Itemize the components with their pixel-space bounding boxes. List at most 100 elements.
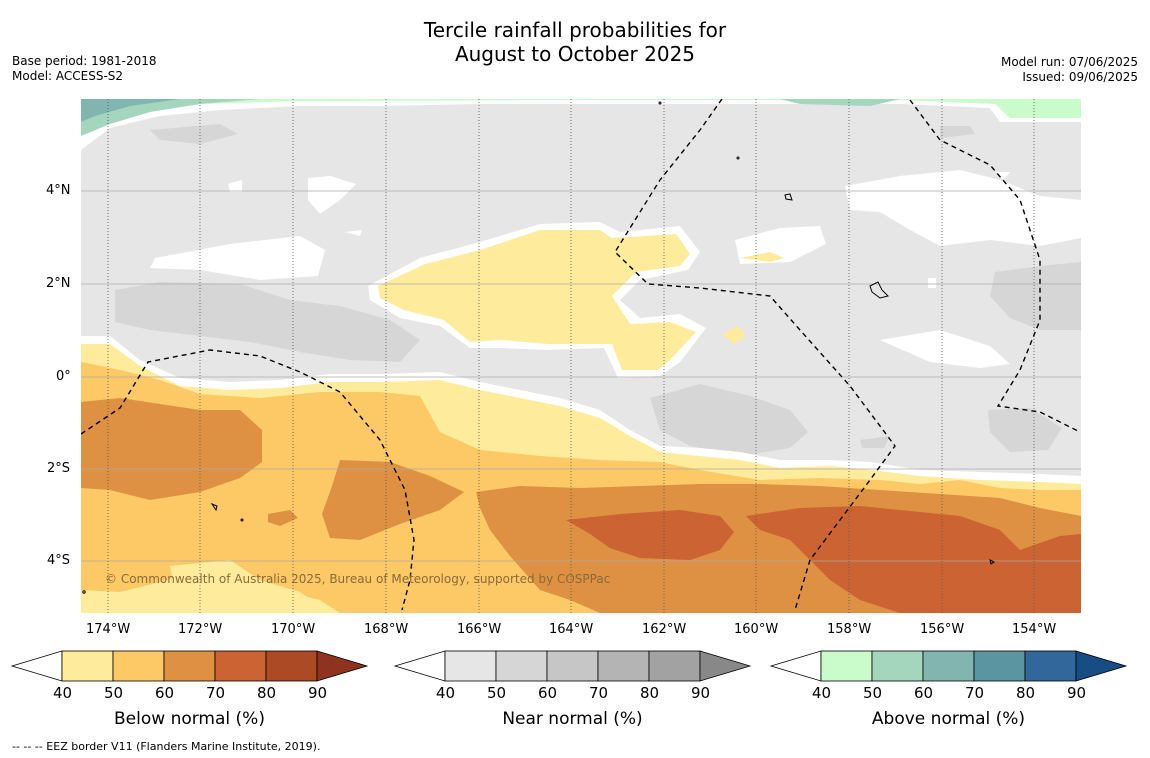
near-normal-50-60-area bbox=[990, 262, 1081, 330]
lat-label: 2°N bbox=[46, 276, 71, 291]
colorbar-tick: 40 bbox=[53, 684, 73, 702]
white-blob bbox=[345, 230, 362, 236]
colorbar-swatch bbox=[648, 650, 701, 682]
near-normal-50-60-area bbox=[860, 436, 890, 448]
colorbar-tick: 50 bbox=[104, 684, 124, 702]
colorbar-swatch bbox=[163, 650, 216, 682]
white-blob bbox=[308, 176, 356, 214]
colorbar-swatch bbox=[597, 650, 650, 682]
white-blob bbox=[150, 236, 325, 280]
colorbar-swatch bbox=[699, 650, 752, 682]
lon-label: 160°W bbox=[734, 622, 779, 637]
lon-label: 172°W bbox=[178, 622, 223, 637]
colorbar-tick: 50 bbox=[863, 684, 883, 702]
white-blob bbox=[996, 172, 1010, 180]
map-title: Tercile rainfall probabilities for Augus… bbox=[0, 18, 1150, 66]
graticule bbox=[81, 99, 1081, 613]
colorbar-swatch bbox=[1075, 650, 1128, 682]
below-normal-60-70-area bbox=[322, 460, 464, 540]
colorbar-tick: 40 bbox=[812, 684, 832, 702]
below-normal-40-50-area bbox=[722, 326, 746, 344]
colorbar-tick: 80 bbox=[640, 684, 660, 702]
above-normal-60-70-area bbox=[81, 99, 180, 122]
island-outline bbox=[736, 156, 740, 160]
below-normal-60-70-area bbox=[268, 510, 298, 526]
title-line-1: Tercile rainfall probabilities for bbox=[423, 18, 727, 42]
meta-right: Model run: 07/06/2025 Issued: 09/06/2025 bbox=[1001, 55, 1138, 85]
colorbar-tick: 70 bbox=[206, 684, 226, 702]
island-outline bbox=[658, 101, 662, 105]
colorbar-swatch bbox=[444, 650, 497, 682]
lon-label: 162°W bbox=[642, 622, 687, 637]
colorbar-tick: 90 bbox=[308, 684, 328, 702]
colorbar-title: Near normal (%) bbox=[502, 709, 643, 729]
colorbar-swatch bbox=[316, 650, 369, 682]
lon-label: 158°W bbox=[827, 622, 872, 637]
island-outline bbox=[869, 281, 889, 299]
colorbar-swatch bbox=[61, 650, 114, 682]
island-outline bbox=[240, 518, 244, 522]
colorbar-swatch bbox=[546, 650, 599, 682]
island-outline bbox=[784, 193, 793, 201]
colorbar-tick: 60 bbox=[914, 684, 934, 702]
lon-label: 174°W bbox=[86, 622, 131, 637]
below-normal-40-50-area bbox=[378, 230, 696, 370]
probability-field bbox=[81, 99, 1081, 613]
colorbar-swatch bbox=[871, 650, 924, 682]
lon-label: 164°W bbox=[549, 622, 594, 637]
colorbar-swatch bbox=[10, 650, 63, 682]
base-period: Base period: 1981-2018 bbox=[12, 54, 157, 68]
above-normal-50-60-area bbox=[81, 99, 260, 136]
lon-label: 170°W bbox=[271, 622, 316, 637]
colorbar-tick: 80 bbox=[257, 684, 277, 702]
white-blob bbox=[228, 180, 242, 192]
colorbar-swatch bbox=[214, 650, 267, 682]
colorbar-title: Above normal (%) bbox=[871, 709, 1026, 729]
colorbar-below-normal bbox=[10, 650, 369, 682]
meta-left: Base period: 1981-2018 Model: ACCESS-S2 bbox=[12, 54, 157, 84]
colorbar-tick: 90 bbox=[1067, 684, 1087, 702]
colorbar-tick: 50 bbox=[487, 684, 507, 702]
colorbar-above-normal bbox=[769, 650, 1128, 682]
lat-label: 2°S bbox=[47, 461, 71, 476]
colorbar-tick: 80 bbox=[1016, 684, 1036, 702]
issued-date: Issued: 09/06/2025 bbox=[1022, 70, 1138, 84]
near-normal-50-60-area bbox=[988, 408, 1062, 452]
lon-label: 166°W bbox=[457, 622, 502, 637]
colorbar-swatch bbox=[1024, 650, 1077, 682]
island-outline bbox=[82, 590, 86, 594]
colorbar-swatch bbox=[112, 650, 165, 682]
colorbar-swatch bbox=[973, 650, 1026, 682]
lon-label: 168°W bbox=[364, 622, 409, 637]
lat-label: 4°S bbox=[47, 553, 71, 568]
colorbar-tick: 60 bbox=[538, 684, 558, 702]
near-normal-50-60-area bbox=[940, 126, 975, 138]
lat-label: 4°N bbox=[46, 183, 71, 198]
below-normal-40-50-area bbox=[740, 252, 784, 262]
below-normal-60-70-area bbox=[81, 398, 262, 500]
colorbar-swatch bbox=[820, 650, 873, 682]
colorbar-swatch bbox=[393, 650, 446, 682]
colorbar-tick: 90 bbox=[691, 684, 711, 702]
copyright-notice: © Commonwealth of Australia 2025, Bureau… bbox=[105, 572, 611, 586]
below-normal-40-50-area bbox=[536, 412, 550, 422]
white-blob bbox=[845, 170, 1081, 246]
colorbar-title: Below normal (%) bbox=[114, 709, 265, 729]
white-blob bbox=[928, 278, 936, 288]
colorbar-swatch bbox=[922, 650, 975, 682]
near-normal-50-60-area bbox=[115, 282, 420, 362]
islands bbox=[82, 101, 995, 594]
model-name: Model: ACCESS-S2 bbox=[12, 69, 124, 83]
colorbar-tick: 60 bbox=[155, 684, 175, 702]
island-outline bbox=[989, 559, 995, 565]
white-blob bbox=[880, 330, 1010, 368]
colorbar-tick: 70 bbox=[589, 684, 609, 702]
above-normal-50-60-area-east bbox=[780, 99, 900, 106]
near-normal-50-60-area bbox=[150, 124, 238, 144]
eez-footnote: -- -- -- EEZ border V11 (Flanders Marine… bbox=[12, 740, 321, 753]
model-run: Model run: 07/06/2025 bbox=[1000, 55, 1138, 69]
lon-label: 154°W bbox=[1012, 622, 1057, 637]
lon-label: 156°W bbox=[920, 622, 965, 637]
colorbar-tick: 40 bbox=[436, 684, 456, 702]
